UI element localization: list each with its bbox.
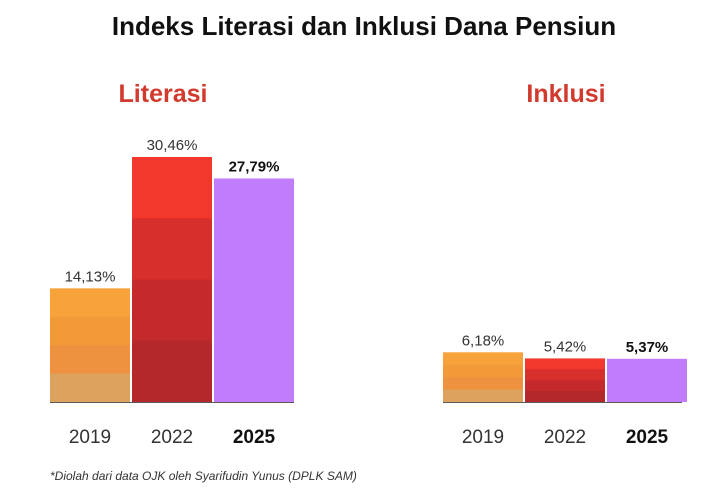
category-label-literasi-2019: 2019 <box>69 427 111 448</box>
value-label-literasi-2019: 14,13% <box>65 268 116 285</box>
value-label-inklusi-2022: 5,42% <box>544 338 587 355</box>
bar-band-inklusi-2022-1 <box>525 369 605 381</box>
value-label-inklusi-2025: 5,37% <box>626 339 669 356</box>
category-label-literasi-2025: 2025 <box>233 427 276 448</box>
bar-band-inklusi-2022-2 <box>525 380 605 392</box>
value-label-literasi-2025: 27,79% <box>229 158 280 175</box>
value-label-inklusi-2019: 6,18% <box>462 332 505 349</box>
category-label-literasi-2022: 2022 <box>151 427 193 448</box>
inklusi-panel: Inklusi 6,18% 2019 5,42% 2022 5,37% 2025 <box>443 80 687 448</box>
bar-band-literasi-2019-2 <box>50 345 130 375</box>
literasi-panel: Literasi 14,13% 2019 30,46% 2022 27,79% 2025 <box>50 80 294 448</box>
inklusi-title: Inklusi <box>526 80 605 108</box>
category-label-inklusi-2022: 2022 <box>544 427 586 448</box>
category-label-inklusi-2025: 2025 <box>626 427 669 448</box>
bar-band-inklusi-2022-3 <box>525 391 605 403</box>
bar-band-literasi-2022-3 <box>132 340 212 403</box>
bar-band-inklusi-2019-3 <box>443 389 523 403</box>
category-label-inklusi-2019: 2019 <box>462 427 504 448</box>
bar-band-literasi-2019-1 <box>50 316 130 346</box>
footnote: *Diolah dari data OJK oleh Syarifudin Yu… <box>50 469 357 483</box>
bar-inklusi-2025 <box>607 358 687 402</box>
bar-band-literasi-2022-1 <box>132 218 212 280</box>
chart-title: Indeks Literasi dan Inklusi Dana Pensiun <box>112 11 616 41</box>
bar-band-inklusi-2019-1 <box>443 364 523 378</box>
literasi-title: Literasi <box>119 80 208 108</box>
bar-literasi-2025 <box>214 178 294 402</box>
value-label-literasi-2022: 30,46% <box>147 137 198 154</box>
bar-band-literasi-2022-2 <box>132 279 212 342</box>
bar-band-literasi-2019-3 <box>50 373 130 403</box>
bar-band-inklusi-2019-2 <box>443 377 523 391</box>
